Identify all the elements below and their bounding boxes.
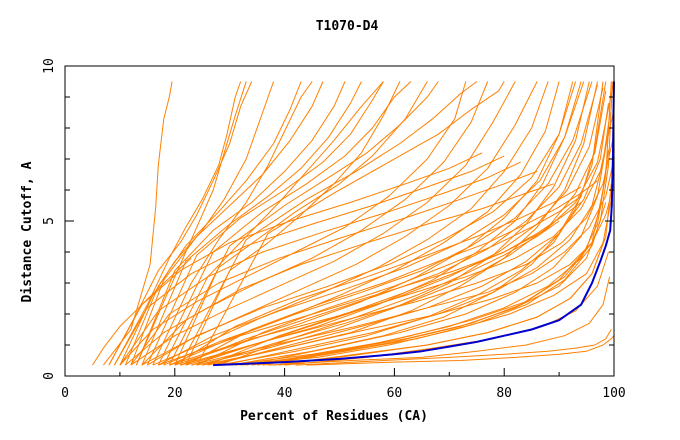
model-series-line-8: [141, 81, 362, 366]
model-series-line-38: [257, 189, 604, 366]
model-series-line-30: [119, 81, 467, 366]
x-tick-label-60: 60: [387, 386, 403, 401]
model-series-line-63: [130, 170, 538, 366]
x-tick-label-80: 80: [496, 386, 512, 401]
model-series-line-51: [169, 109, 615, 366]
model-series-line-41: [213, 103, 609, 366]
model-series-line-14: [174, 81, 428, 366]
model-series-line-5: [124, 81, 302, 366]
y-tick-label-10: 10: [42, 58, 57, 74]
y-tick-label-0: 0: [42, 372, 57, 380]
model-series-line-39: [235, 199, 612, 366]
model-series-line-17: [135, 81, 247, 366]
model-series-line-57: [218, 220, 560, 366]
highlight-series-line: [213, 81, 615, 367]
model-series-line-44: [180, 84, 598, 366]
x-tick-label-100: 100: [602, 386, 625, 401]
model-series-line-61: [174, 186, 582, 366]
model-series-line-28: [130, 81, 516, 366]
model-series-line-58: [207, 202, 582, 366]
model-series-line-15: [163, 81, 384, 366]
model-series-line-34: [262, 202, 607, 366]
x-tick-label-40: 40: [277, 386, 293, 401]
model-series-line-18: [185, 81, 401, 366]
x-tick-label-20: 20: [167, 386, 183, 401]
model-series-line-10: [157, 81, 412, 366]
model-series-line-50: [180, 134, 615, 366]
model-series-line-46: [158, 81, 585, 366]
model-series-line-40: [224, 112, 611, 366]
x-axis-label: Percent of Residues (CA): [240, 409, 428, 424]
model-series-line-2: [113, 81, 242, 366]
model-series-line-32: [240, 81, 613, 366]
model-series-line-64: [119, 161, 521, 366]
model-series-line-48: [202, 183, 615, 366]
model-series-line-6: [130, 81, 324, 366]
series-layer: [92, 81, 615, 366]
y-axis: 0 5 10: [42, 58, 614, 380]
model-series-line-47: [147, 81, 577, 366]
model-series-line-29: [125, 81, 489, 366]
model-series-line-3: [108, 81, 253, 366]
chart-title: T1070-D4: [316, 19, 379, 34]
y-axis-label: Distance Cutoff, A: [20, 161, 35, 302]
model-series-line-55: [268, 276, 611, 366]
model-series-line-16: [152, 81, 313, 366]
model-series-line-59: [196, 195, 582, 366]
model-series-line-56: [279, 236, 607, 366]
model-series-line-19: [218, 81, 604, 366]
model-series-line-49: [191, 158, 615, 366]
model-series-line-66: [108, 152, 483, 366]
model-series-line-65: [113, 155, 505, 366]
x-tick-label-0: 0: [61, 386, 69, 401]
model-series-line-62: [141, 183, 554, 366]
x-axis: 0 20 40 60 80 100: [61, 368, 626, 401]
model-series-line-13: [196, 81, 505, 366]
model-series-line-33: [251, 149, 609, 366]
model-series-line-9: [146, 81, 384, 366]
model-series-line-52: [158, 81, 615, 366]
model-series-line-67: [92, 257, 192, 366]
model-series-line-22: [196, 81, 590, 366]
model-series-line-7: [135, 81, 346, 366]
highlight-layer: [213, 81, 615, 367]
model-series-line-53: [306, 335, 615, 366]
model-series-line-42: [202, 90, 607, 366]
model-series-line-60: [185, 180, 598, 366]
model-series-line-54: [295, 329, 612, 366]
model-series-line-43: [191, 87, 604, 366]
y-tick-label-5: 5: [42, 217, 57, 225]
model-series-line-37: [246, 131, 609, 366]
model-series-line-26: [152, 81, 549, 366]
